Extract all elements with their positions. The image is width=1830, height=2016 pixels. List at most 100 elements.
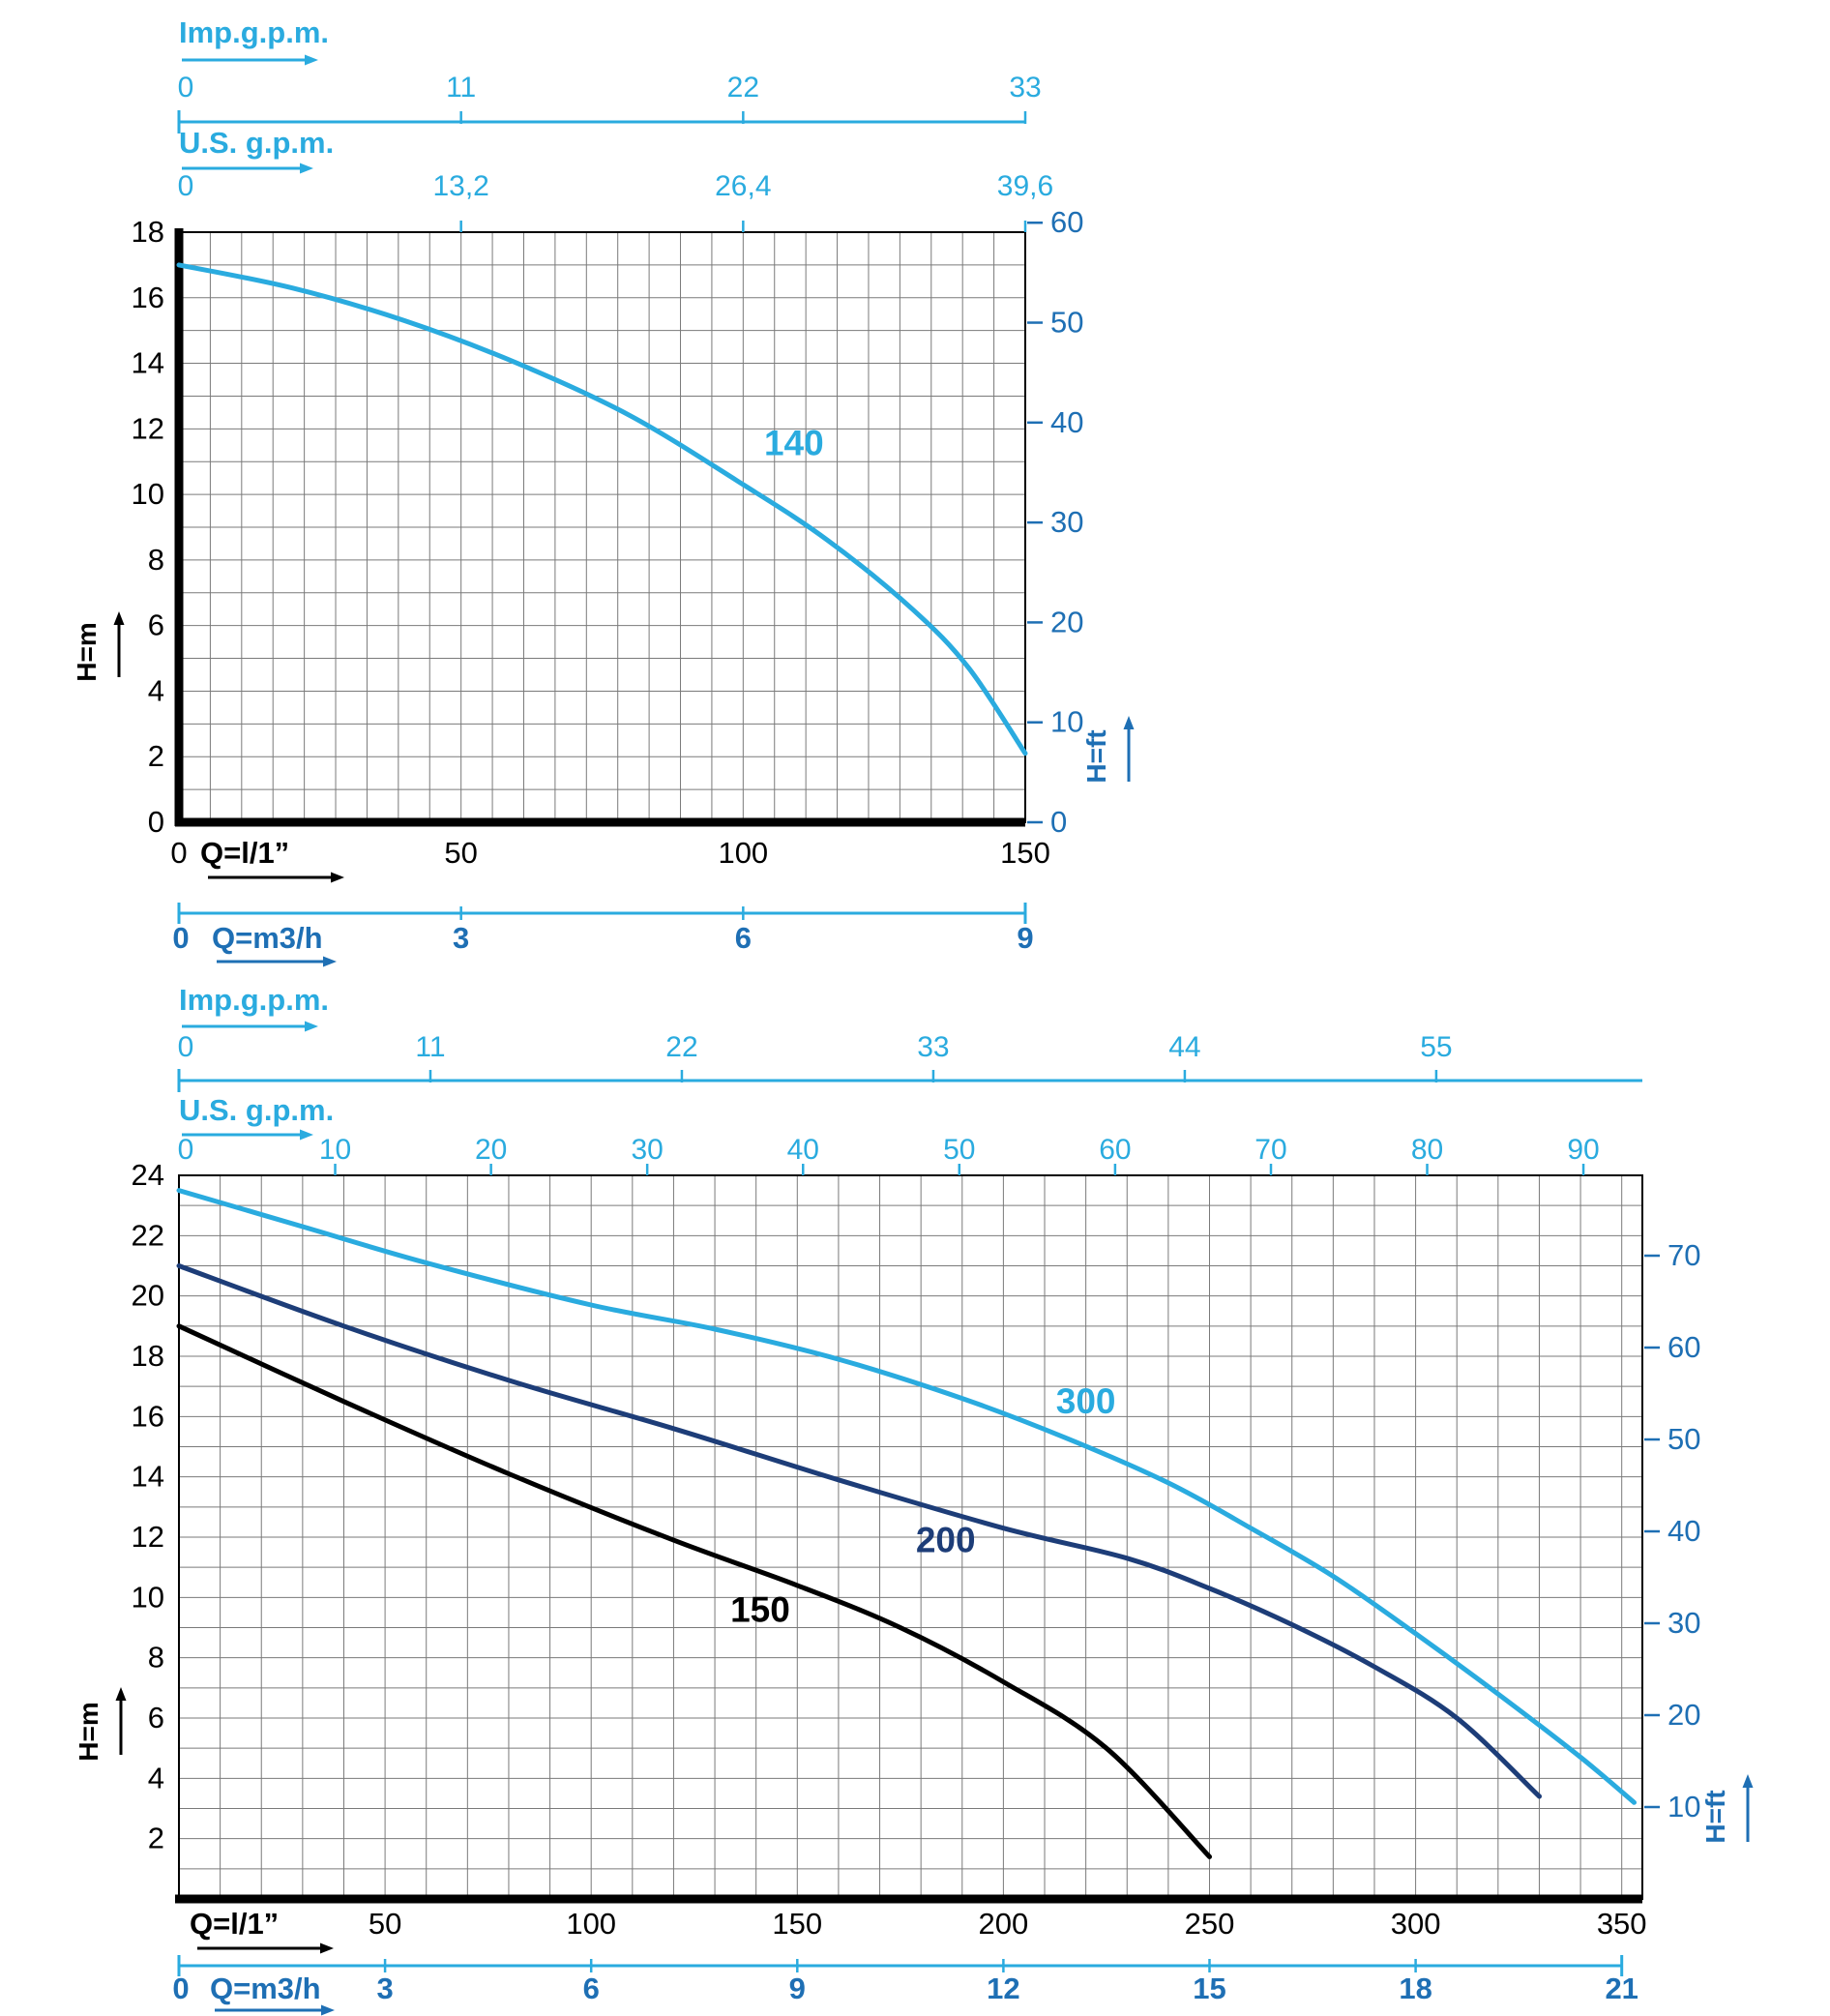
pump-curve-chart-bottom: Imp.g.p.m.0 11 22 33 44 55U.S. g.p.m.0 10 20 30 4…: [74, 983, 1754, 2016]
h-ft-axis-arrow-icon: [1123, 716, 1135, 782]
us-gpm-tick-label: 90: [1567, 1134, 1599, 1166]
imp-gpm-tick-label: 22: [727, 72, 759, 104]
h-ft-tick-label: 60: [1668, 1330, 1700, 1364]
m3h-tick-label: 3: [376, 1972, 393, 2005]
imp-gpm-tick-label: 0: [178, 1031, 194, 1063]
us-gpm-tick-label: 40: [787, 1134, 819, 1166]
h-m-axis-arrow-icon: [113, 611, 125, 677]
h-m-axis-title: H=m: [72, 622, 102, 681]
imp-gpm-tick-label: 0: [178, 72, 194, 104]
arrow-head: [323, 956, 337, 967]
m3h-axis-arrow-icon: [215, 2004, 335, 2016]
h-m-tick-label: 10: [132, 1580, 164, 1614]
q-lmin-axis-arrow-icon: [197, 1942, 334, 1954]
us-gpm-axis-arrow-icon: [182, 163, 313, 174]
q-lmin-tick-label: 150: [1000, 836, 1050, 870]
us-gpm-tick-label: 13,2: [432, 170, 488, 202]
plot-grid: [179, 1175, 1642, 1899]
arrow-head: [321, 2004, 335, 2016]
m3h-tick-label: 12: [987, 1972, 1019, 2005]
q-lmin-tick-label: 0: [170, 836, 187, 870]
h-ft-tick-label: 10: [1050, 705, 1083, 739]
arrow-head: [1742, 1774, 1754, 1788]
h-m-tick-label: 20: [132, 1279, 164, 1313]
y-axis-ft: 10 20 30 40 50 60 70 H=ft: [1644, 1238, 1754, 1844]
us-gpm-tick-label: 50: [943, 1134, 975, 1166]
arrow-head: [305, 54, 318, 66]
h-ft-tick-label: 40: [1050, 405, 1083, 439]
imp-gpm-tick-label: 11: [446, 72, 476, 104]
plot-grid: [179, 232, 1025, 822]
h-m-tick-label: 16: [132, 281, 164, 314]
y-axis-m: 0 2 4 6 8 10 12 14 16 18 H=m: [72, 215, 164, 839]
us-gpm-tick-label: 20: [475, 1134, 507, 1166]
h-ft-tick-label: 60: [1050, 205, 1083, 239]
h-m-tick-label: 2: [148, 1822, 164, 1855]
m3h-axis-arrow-icon: [217, 956, 337, 967]
curve-300: [176, 1188, 1637, 1805]
h-m-tick-label: 8: [148, 1641, 164, 1675]
h-ft-axis-title: H=ft: [1700, 1790, 1730, 1843]
imp-gpm-axis-arrow-icon: [182, 1021, 318, 1032]
h-m-tick-label: 6: [148, 1701, 164, 1734]
h-ft-tick-label: 50: [1668, 1422, 1700, 1456]
curve-label-150: 150: [730, 1589, 790, 1629]
us-gpm-tick-label: 26,4: [715, 170, 771, 202]
arrow-head: [320, 1942, 334, 1954]
q-lmin-tick-label: 50: [369, 1907, 401, 1941]
arrow-head: [115, 1687, 127, 1701]
h-ft-tick-label: 30: [1050, 505, 1083, 539]
imp-gpm-axis: Imp.g.p.m. 0 11 22 33 44 55: [177, 983, 1642, 1092]
h-ft-tick-label: 20: [1668, 1698, 1700, 1732]
arrow-head: [300, 1129, 313, 1141]
m3h-tick-label: 18: [1399, 1972, 1432, 2005]
h-m-tick-label: 14: [132, 346, 164, 380]
imp-gpm-tick-label: 22: [665, 1031, 697, 1063]
curve-label-300: 300: [1056, 1381, 1116, 1421]
arrow-head: [113, 611, 125, 625]
pump-curve-chart-top: Imp.g.p.m. 0 11 22 33 U.S. g.p.m. 0 13,2 26,4 39,…: [72, 15, 1135, 967]
x-axis-m3h: 0 3 6 9 12 15 18 21 Q=m3/h: [172, 1955, 1638, 2016]
us-gpm-axis-arrow-icon: [182, 1129, 313, 1141]
imp-gpm-tick-label: 33: [917, 1031, 949, 1063]
imp-gpm-axis: Imp.g.p.m. 0 11 22 33: [177, 15, 1042, 133]
arrow-head: [305, 1021, 318, 1032]
q-lmin-tick-label: 350: [1597, 1907, 1647, 1941]
imp-gpm-tick-label: 11: [415, 1031, 445, 1063]
h-m-tick-label: 8: [148, 543, 164, 577]
m3h-tick-label: 9: [789, 1972, 806, 2005]
us-gpm-tick-label: 70: [1254, 1134, 1286, 1166]
q-lmin-tick-label: 100: [718, 836, 768, 870]
h-m-tick-label: 4: [148, 673, 164, 707]
arrow-head: [300, 163, 313, 174]
h-m-tick-label: 12: [132, 411, 164, 445]
m3h-tick-label: 21: [1605, 1972, 1638, 2005]
h-ft-tick-label: 20: [1050, 605, 1083, 638]
curve-150: [176, 1323, 1212, 1859]
h-m-tick-label: 12: [132, 1520, 164, 1554]
h-m-tick-label: 2: [148, 739, 164, 773]
q-lmin-axis-arrow-icon: [208, 872, 344, 883]
q-lmin-tick-label: 300: [1391, 1907, 1441, 1941]
us-gpm-tick-label: 0: [178, 1134, 194, 1166]
q-lmin-tick-label: 100: [566, 1907, 616, 1941]
imp-gpm-axis-arrow-icon: [182, 54, 318, 66]
m3h-tick-label: 6: [735, 921, 752, 955]
imp-gpm-axis-title: Imp.g.p.m.: [179, 15, 329, 49]
us-gpm-axis: U.S. g.p.m. 0 13,2 26,4 39,6: [178, 126, 1053, 232]
h-m-tick-label: 18: [132, 1339, 164, 1373]
h-m-axis-arrow-icon: [115, 1687, 127, 1755]
imp-gpm-axis-title: Imp.g.p.m.: [179, 983, 329, 1017]
m3h-tick-label: 15: [1193, 1972, 1225, 2005]
q-lmin-tick-label: 200: [979, 1907, 1029, 1941]
m3h-axis-title: Q=m3/h: [210, 1972, 321, 2005]
h-ft-tick-label: 70: [1668, 1238, 1700, 1272]
us-gpm-tick-label: 10: [319, 1134, 351, 1166]
us-gpm-tick-label: 0: [178, 170, 194, 202]
m3h-tick-label: 3: [453, 921, 469, 955]
arrow-head: [1123, 716, 1135, 729]
curve-200: [176, 1263, 1542, 1799]
h-ft-axis-title: H=ft: [1081, 729, 1111, 783]
h-m-axis-title: H=m: [74, 1702, 103, 1761]
